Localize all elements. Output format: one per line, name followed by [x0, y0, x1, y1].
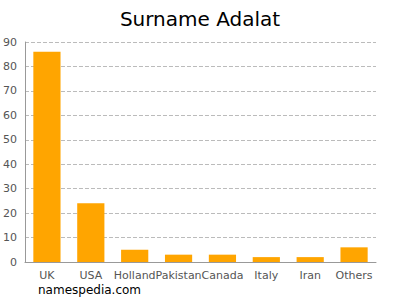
svg-text:40: 40	[3, 158, 17, 171]
svg-text:0: 0	[10, 256, 17, 269]
svg-text:Italy: Italy	[254, 269, 278, 282]
svg-text:namespedia.com: namespedia.com	[38, 283, 141, 297]
svg-text:Others: Others	[336, 269, 373, 282]
svg-text:USA: USA	[79, 269, 102, 282]
svg-text:Holland: Holland	[114, 269, 156, 282]
svg-text:Surname Adalat: Surname Adalat	[120, 7, 280, 31]
svg-text:Pakistan: Pakistan	[156, 269, 202, 282]
svg-text:UK: UK	[39, 269, 55, 282]
svg-text:70: 70	[3, 84, 17, 97]
svg-text:Canada: Canada	[202, 269, 244, 282]
svg-text:20: 20	[3, 207, 17, 220]
svg-text:90: 90	[3, 36, 17, 49]
svg-text:Iran: Iran	[299, 269, 321, 282]
svg-text:50: 50	[3, 133, 17, 146]
svg-text:30: 30	[3, 182, 17, 195]
svg-text:60: 60	[3, 109, 17, 122]
svg-text:10: 10	[3, 231, 17, 244]
svg-text:80: 80	[3, 60, 17, 73]
